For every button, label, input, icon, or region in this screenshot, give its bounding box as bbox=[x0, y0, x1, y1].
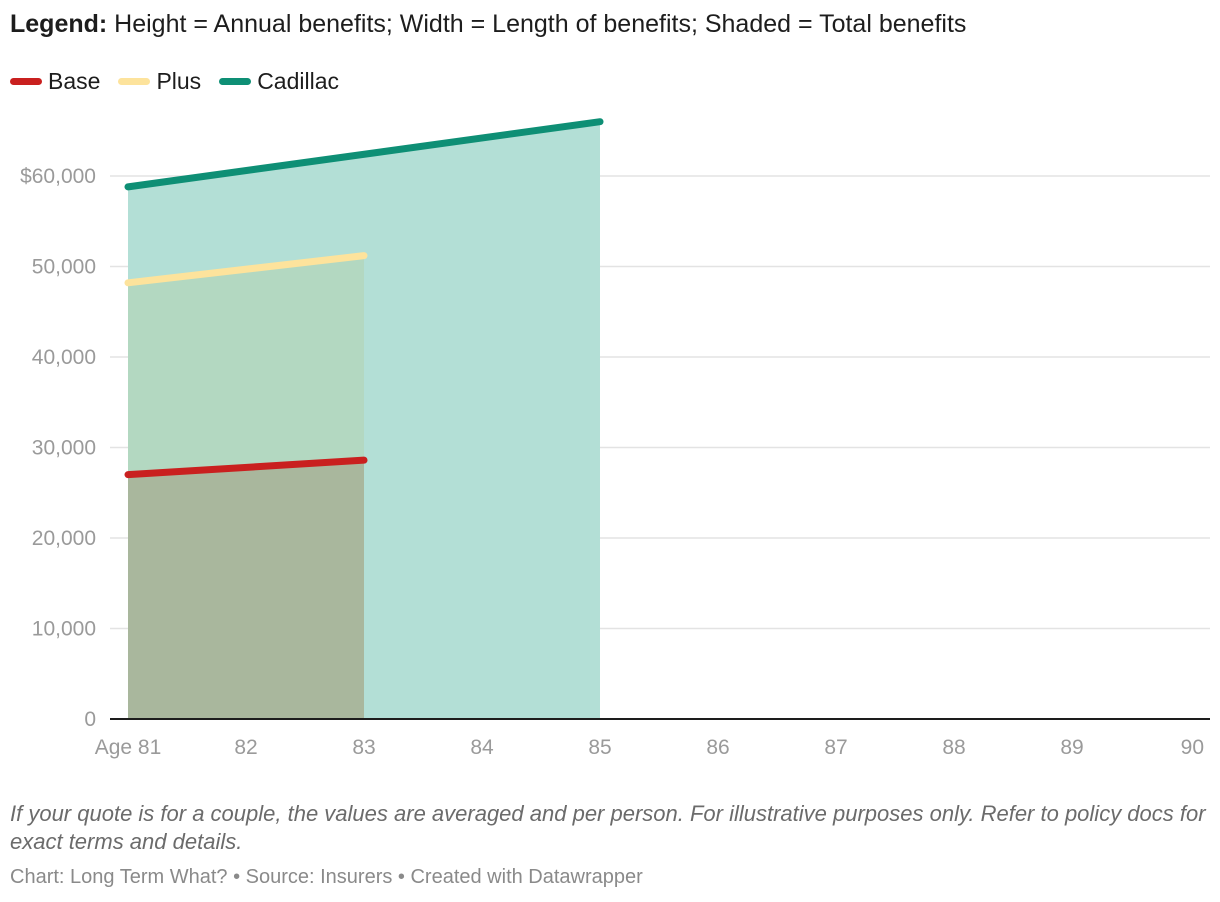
key-base-label: Base bbox=[48, 68, 101, 94]
key-plus-label: Plus bbox=[156, 68, 202, 94]
y-tick-label-4: 40,000 bbox=[32, 346, 96, 369]
series-key: Base Plus Cadillac bbox=[10, 68, 357, 95]
key-base-swatch bbox=[10, 78, 42, 85]
x-tick-label-3: 84 bbox=[470, 736, 494, 759]
line-cadillac bbox=[124, 118, 604, 191]
area-base bbox=[128, 460, 364, 719]
y-tick-label-2: 20,000 bbox=[32, 527, 96, 550]
x-tick-label-4: 85 bbox=[588, 736, 611, 759]
x-tick-label-6: 87 bbox=[824, 736, 847, 759]
key-cadillac: Cadillac bbox=[219, 68, 339, 95]
key-plus: Plus bbox=[118, 68, 201, 95]
legend-description: Legend: Height = Annual benefits; Width … bbox=[10, 10, 966, 39]
legend-label: Legend: bbox=[10, 10, 108, 38]
key-plus-swatch bbox=[118, 78, 151, 85]
x-tick-label-8: 89 bbox=[1060, 736, 1083, 759]
x-tick-label-2: 83 bbox=[352, 736, 375, 759]
line-base bbox=[124, 456, 368, 479]
benefits-chart: 0 10,000 20,000 30,000 40,000 50,000 $60,000 Ag… bbox=[20, 118, 1210, 759]
x-tick-label-7: 88 bbox=[942, 736, 965, 759]
key-cadillac-swatch bbox=[219, 78, 252, 85]
y-tick-label-1: 10,000 bbox=[32, 618, 96, 641]
key-base: Base bbox=[10, 68, 100, 95]
x-tick-label-9: 90 bbox=[1181, 736, 1204, 759]
y-tick-label-3: 30,000 bbox=[32, 437, 96, 460]
legend-text: Height = Annual benefits; Width = Length… bbox=[107, 10, 967, 38]
y-tick-label-6: $60,000 bbox=[20, 165, 96, 188]
footnote: If your quote is for a couple, the value… bbox=[10, 801, 1206, 854]
y-tick-label-5: 50,000 bbox=[32, 256, 96, 279]
credit-line: Chart: Long Term What? • Source: Insurer… bbox=[10, 866, 643, 888]
x-tick-label-0: Age 81 bbox=[95, 736, 162, 759]
key-cadillac-label: Cadillac bbox=[257, 68, 340, 94]
y-tick-label-0: 0 bbox=[84, 708, 96, 731]
x-tick-label-1: 82 bbox=[234, 736, 257, 759]
x-tick-label-5: 86 bbox=[706, 736, 729, 759]
line-plus bbox=[124, 252, 368, 287]
